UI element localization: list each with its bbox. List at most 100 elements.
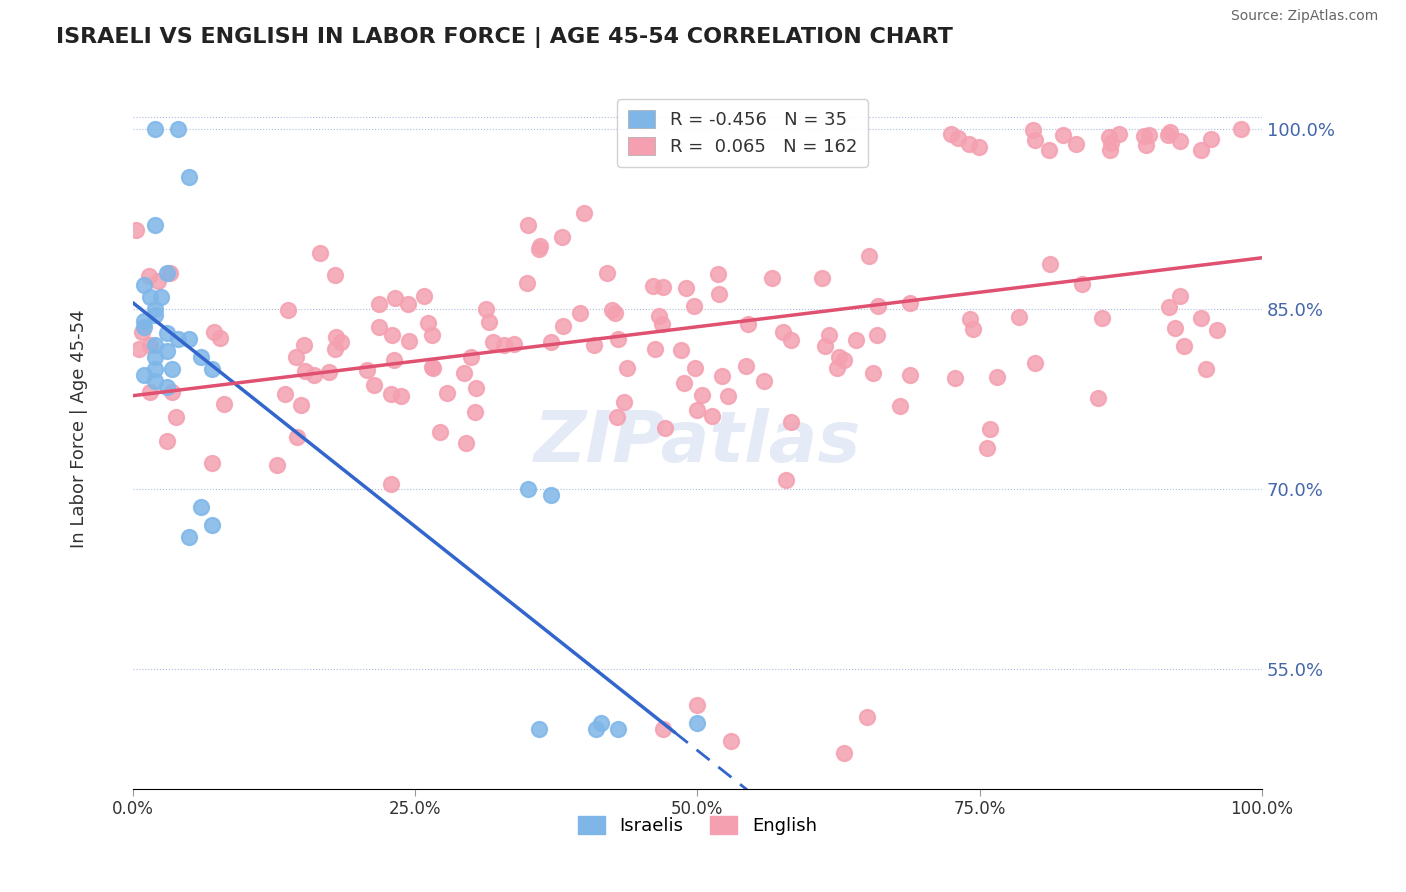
Point [1052,128,1074,142]
Point [145,374,167,388]
Point [1008,310,1031,325]
Point [583,338,606,352]
Point [737,317,759,331]
Point [363,378,385,392]
Point [529,239,551,253]
Point [380,387,402,401]
Point [775,473,797,487]
Point [179,169,201,184]
Point [294,364,316,378]
Point [858,249,880,263]
Point [162,361,184,376]
Point [209,331,232,345]
Point [138,269,160,284]
Point [962,322,984,336]
Point [201,361,224,376]
Point [1024,356,1046,370]
Point [190,350,212,364]
Point [422,360,444,375]
Point [1038,143,1060,157]
Point [418,316,440,330]
Point [167,332,190,346]
Y-axis label: In Labor Force | Age 45-54: In Labor Force | Age 45-54 [70,310,87,548]
Point [266,458,288,473]
Point [156,266,179,280]
Point [683,361,706,376]
Point [1022,122,1045,136]
Point [412,289,434,303]
Point [1157,128,1180,142]
Point [145,361,167,376]
Point [551,229,574,244]
Point [290,398,312,412]
Point [146,274,169,288]
Point [675,281,697,295]
Point [832,746,855,760]
Point [465,381,488,395]
Point [585,722,607,736]
Point [754,374,776,388]
Point [150,289,173,303]
Point [641,279,664,293]
Point [1133,128,1156,143]
Point [832,352,855,367]
Point [318,365,340,379]
Point [606,409,628,424]
Point [134,368,156,382]
Point [460,350,482,364]
Point [382,353,405,368]
Point [779,333,801,347]
Point [145,301,167,316]
Point [686,403,709,417]
Point [946,130,969,145]
Point [607,332,630,346]
Point [1189,311,1212,326]
Point [1137,128,1160,142]
Point [368,297,391,311]
Point [720,733,742,747]
Point [1173,339,1195,353]
Point [957,136,980,151]
Point [686,715,709,730]
Point [517,218,540,232]
Point [396,296,419,310]
Point [1087,391,1109,405]
Point [979,422,1001,436]
Point [138,384,160,399]
Point [943,370,966,384]
Point [652,722,675,736]
Point [898,368,921,383]
Point [453,366,475,380]
Point [356,363,378,377]
Point [139,338,162,352]
Point [845,334,868,348]
Point [309,246,332,260]
Point [391,389,413,403]
Point [464,405,486,419]
Point [128,342,150,356]
Point [529,242,551,256]
Point [139,289,162,303]
Point [292,337,315,351]
Point [967,140,990,154]
Point [201,456,224,470]
Point [1108,127,1130,141]
Point [145,337,167,351]
Point [380,476,402,491]
Point [420,360,443,375]
Point [772,325,794,339]
Point [398,334,420,348]
Point [600,302,623,317]
Point [1199,131,1222,145]
Point [1024,133,1046,147]
Point [1195,361,1218,376]
Point [156,434,179,449]
Point [976,441,998,455]
Point [1099,136,1122,150]
Point [673,376,696,391]
Point [145,308,167,322]
Point [1230,122,1253,136]
Point [651,317,673,331]
Point [813,339,835,353]
Point [167,121,190,136]
